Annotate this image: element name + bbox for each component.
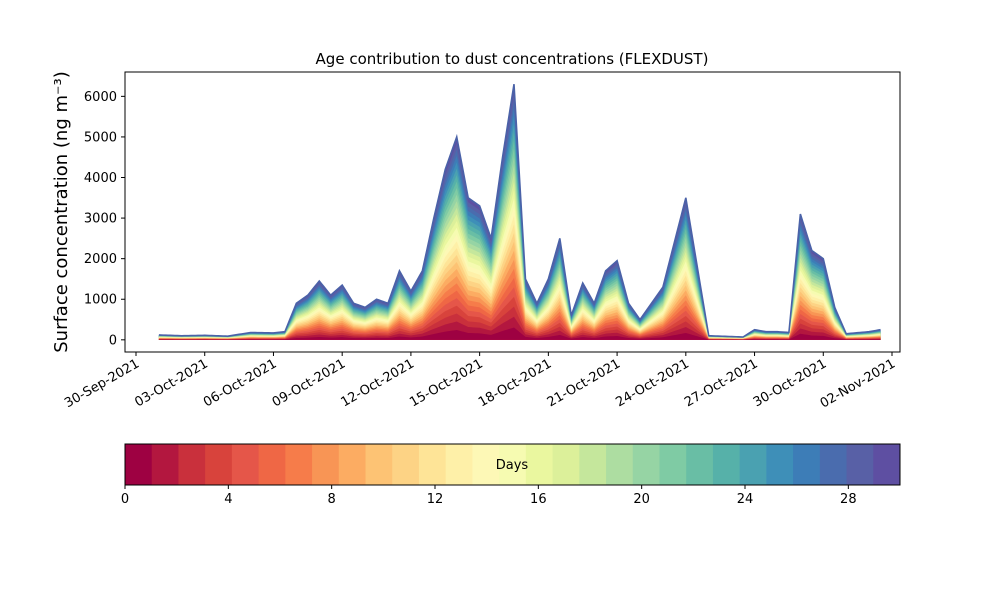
y-axis-label: Surface concentration (ng m⁻³) (51, 71, 72, 353)
x-tick-label: 24-Oct-2021 (613, 356, 691, 410)
colorbar-tick-label: 28 (840, 492, 857, 507)
colorbar-segment (873, 444, 901, 485)
age-layer-area (158, 306, 881, 340)
colorbar-frame (124, 443, 901, 486)
colorbar-segment (552, 444, 580, 485)
plot-area (158, 84, 881, 340)
age-layer-area (158, 296, 881, 340)
colorbar-segment (312, 444, 340, 485)
x-tick-label: 03-Oct-2021 (132, 356, 210, 410)
colorbar-segment (846, 444, 874, 485)
x-axis: 30-Sep-202103-Oct-202106-Oct-202109-Oct-… (62, 352, 898, 411)
x-tick-label: 09-Oct-2021 (270, 356, 348, 410)
x-tick-label: 12-Oct-2021 (339, 356, 417, 410)
age-layer-area (158, 327, 881, 340)
colorbar-segment (365, 444, 393, 485)
colorbar-tick-label: 24 (737, 492, 754, 507)
y-tick-label: 5000 (84, 130, 117, 145)
y-tick-label: 2000 (84, 252, 117, 267)
total-series-line (158, 84, 881, 338)
x-tick-label: 27-Oct-2021 (682, 356, 760, 410)
y-tick-label: 1000 (84, 293, 117, 308)
colorbar-tick-label: 12 (427, 492, 444, 507)
x-tick-label: 30-Sep-2021 (62, 356, 142, 411)
colorbar-segment (472, 444, 500, 485)
colorbar-segment (178, 444, 206, 485)
colorbar-segment (525, 444, 554, 485)
colorbar-tick-label: 8 (328, 492, 336, 507)
y-tick-label: 4000 (84, 171, 117, 186)
colorbar-segment (632, 444, 660, 485)
colorbar-segment (445, 444, 473, 485)
x-tick-label: 18-Oct-2021 (476, 356, 554, 410)
colorbar-segment (686, 444, 714, 485)
x-tick-label: 15-Oct-2021 (407, 356, 485, 410)
colorbar-segment (793, 444, 821, 485)
x-tick-label: 30-Oct-2021 (751, 356, 829, 410)
colorbar-segment (231, 444, 260, 485)
colorbar-segment (659, 444, 687, 485)
colorbar-tick-label: 0 (121, 492, 129, 507)
plot-frame (124, 71, 901, 353)
y-tick-label: 0 (109, 333, 117, 348)
colorbar-segment (285, 444, 313, 485)
colorbar-segment (125, 444, 153, 485)
colorbar-segment (579, 444, 607, 485)
y-tick-label: 6000 (84, 90, 117, 105)
colorbar-segment (151, 444, 179, 485)
colorbar-segment (739, 444, 767, 485)
age-layer-area (158, 316, 881, 340)
colorbar-segment (819, 444, 848, 485)
colorbar-segment (606, 444, 634, 485)
x-tick-label: 02-Nov-2021 (818, 356, 898, 411)
x-tick-label: 06-Oct-2021 (201, 356, 279, 410)
colorbar-segment (418, 444, 447, 485)
chart-title: Age contribution to dust concentrations … (316, 50, 709, 68)
colorbar-segment (499, 444, 527, 485)
colorbar-segment (712, 444, 741, 485)
colorbar: 0 4 8 12 16 20 24 28 (121, 443, 901, 507)
colorbar-label: Days (496, 458, 529, 473)
colorbar-segment (205, 444, 233, 485)
y-axis: 0 1000 2000 3000 4000 5000 6000 (84, 90, 125, 348)
colorbar-tick-label: 16 (530, 492, 547, 507)
colorbar-segment (392, 444, 420, 485)
x-tick-label: 21-Oct-2021 (545, 356, 623, 410)
colorbar-tick-label: 20 (633, 492, 650, 507)
colorbar-segment (338, 444, 367, 485)
colorbar-segment (766, 444, 794, 485)
y-tick-label: 3000 (84, 212, 117, 227)
colorbar-tick-label: 4 (224, 492, 232, 507)
colorbar-segment (258, 444, 286, 485)
